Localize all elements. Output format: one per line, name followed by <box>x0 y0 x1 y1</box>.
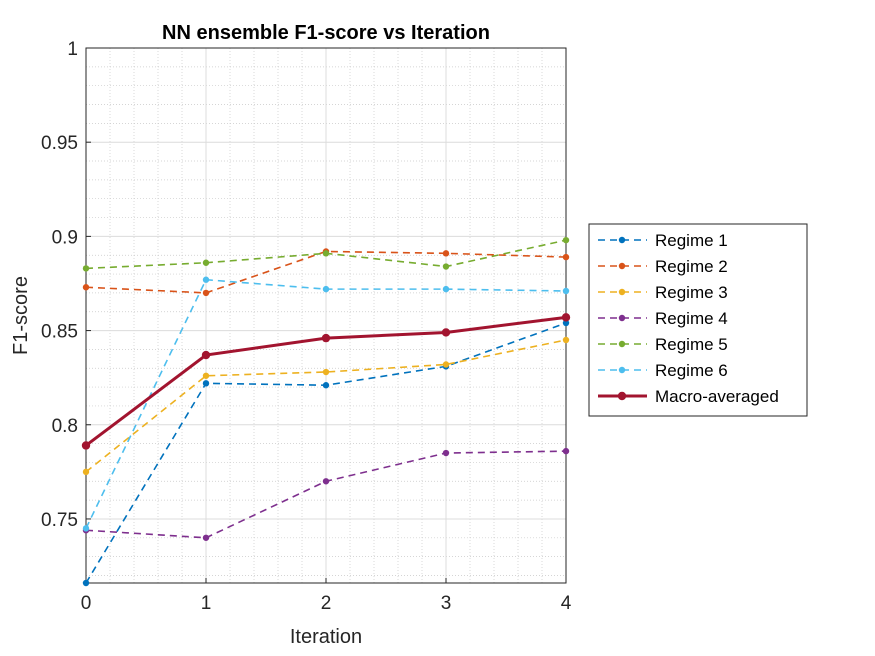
data-point <box>562 287 570 295</box>
data-point <box>322 478 330 485</box>
data-point <box>322 250 330 257</box>
legend-entry-label: Macro-averaged <box>655 387 779 406</box>
data-point <box>82 265 90 272</box>
legend-swatch-marker <box>618 366 626 374</box>
data-point <box>442 361 450 368</box>
legend-swatch-marker <box>618 236 626 244</box>
data-point <box>202 259 210 266</box>
data-point <box>202 534 210 541</box>
data-point <box>562 236 570 244</box>
data-point <box>562 336 570 344</box>
legend-swatch-marker <box>618 262 626 270</box>
legend-swatch-marker <box>618 340 626 348</box>
y-tick-label: 0.9 <box>52 227 78 248</box>
legend-entry-label: Regime 2 <box>655 257 728 276</box>
x-tick-label: 2 <box>321 593 332 614</box>
data-point <box>562 253 570 261</box>
legend-entry-label: Regime 4 <box>655 309 728 328</box>
x-tick-label: 3 <box>441 593 452 614</box>
legend-swatch-marker <box>617 391 627 401</box>
data-point <box>202 276 210 283</box>
chart-title: NN ensemble F1-score vs Iteration <box>162 22 490 44</box>
legend-entry-label: Regime 3 <box>655 283 728 302</box>
y-axis-label: F1-score <box>10 276 32 355</box>
series-line-3 <box>85 339 567 473</box>
legend: Regime 1 Regime 2 Regime 3 Regime 4 Regime 5… <box>588 223 808 417</box>
x-tick-label: 4 <box>561 593 572 614</box>
x-tick-label: 1 <box>201 593 212 614</box>
data-point <box>82 468 90 476</box>
y-tick-label: 0.75 <box>41 510 78 531</box>
y-tick-label: 0.95 <box>41 133 78 154</box>
data-point <box>442 285 450 293</box>
legend-swatch-marker <box>618 288 626 296</box>
y-tick-label: 0.8 <box>52 416 78 437</box>
data-point <box>322 368 330 376</box>
data-point <box>81 441 91 450</box>
data-point <box>561 313 571 322</box>
data-point <box>82 579 90 587</box>
x-axis-label: Iteration <box>290 626 362 648</box>
axis-ticks: 0 1 2 3 4 0.75 0.8 0.85 0.9 0.95 1 <box>41 39 572 614</box>
y-tick-label: 0.85 <box>41 322 78 343</box>
legend-entry-label: Regime 6 <box>655 361 728 380</box>
data-point <box>82 284 90 291</box>
data-point <box>202 289 210 297</box>
data-point <box>562 319 570 327</box>
data-point <box>322 285 330 293</box>
data-point <box>201 350 211 360</box>
data-point <box>442 250 450 257</box>
y-tick-label: 1 <box>67 39 78 60</box>
data-point <box>322 382 330 389</box>
legend-swatch-marker <box>618 314 626 322</box>
legend-entry-label: Regime 5 <box>655 335 728 354</box>
data-point <box>562 447 570 455</box>
legend-box <box>588 223 808 417</box>
data-point <box>202 380 210 387</box>
data-point <box>202 372 210 379</box>
series-layer <box>81 236 571 587</box>
data-point <box>442 263 450 270</box>
data-point <box>321 333 331 343</box>
data-point <box>82 525 90 532</box>
data-point <box>441 328 451 337</box>
x-tick-label: 0 <box>81 593 92 614</box>
data-point <box>442 449 450 457</box>
legend-entry-label: Regime 1 <box>655 231 728 250</box>
